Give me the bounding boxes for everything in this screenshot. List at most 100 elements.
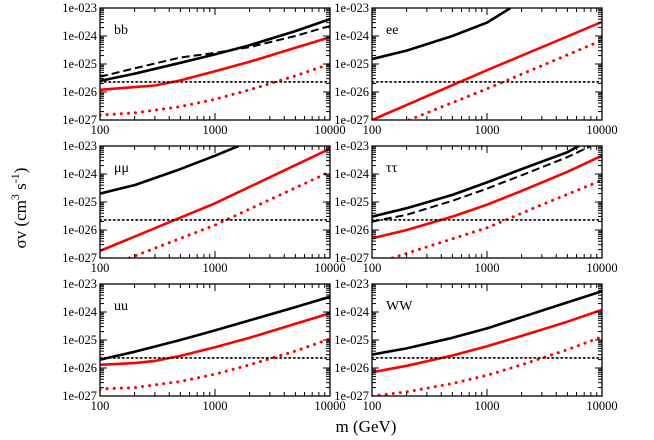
series-line-red-dotted — [127, 170, 330, 258]
y-tick-label: 1e-026 — [62, 223, 97, 237]
svg-text:σv (cm3 s-1): σv (cm3 s-1) — [8, 168, 30, 249]
panel-label: μμ — [114, 161, 129, 176]
x-tick-label: 1000 — [475, 123, 500, 137]
panel-label: ττ — [386, 161, 398, 176]
x-tick-label: 100 — [91, 399, 110, 413]
series-line-black-solid — [100, 17, 330, 83]
y-tick-label: 1e-025 — [62, 57, 97, 71]
panel-3: 100 1000 10000 1e-027 1e-026 1e-025 1e-024 1e-0… — [334, 139, 617, 275]
x-tick-label: 10000 — [586, 399, 617, 413]
panels-group: 100 1000 100001e-0271e-0261e-0251e-0241e-0… — [62, 1, 617, 413]
series-line-black-solid — [100, 295, 330, 361]
y-tick-label: 1e-024 — [62, 167, 97, 181]
x-tick-label: 100 — [363, 399, 382, 413]
plot-frame — [371, 145, 603, 259]
y-tick-label: 1e-023 — [334, 277, 369, 291]
series-line-black-solid — [372, 8, 512, 61]
y-tick-label: 1e-025 — [334, 195, 369, 209]
panel-5: 100 1000 10000 1e-027 1e-026 1e-025 1e-024 1e-0… — [334, 277, 617, 413]
panel-label: WW — [386, 299, 413, 314]
y-axis-title-exp2: -1 — [8, 173, 22, 183]
plot-frame — [99, 283, 331, 397]
series-line-red-solid — [100, 312, 330, 367]
y-tick-label: 1e-025 — [334, 333, 369, 347]
ticks — [99, 146, 330, 259]
y-tick-label: 1e-023 — [62, 1, 97, 15]
panel-label: ee — [386, 23, 398, 38]
y-tick-label: 1e-023 — [62, 139, 97, 153]
x-tick-label: 1000 — [475, 399, 500, 413]
series-line-red-dotted — [407, 38, 602, 120]
y-axis-title-end: ) — [11, 168, 30, 174]
y-axis-title-mid: s — [11, 183, 30, 194]
series-group — [100, 295, 330, 391]
series-line-black-dashed — [372, 146, 592, 223]
series-group — [372, 8, 602, 120]
ticks — [371, 146, 602, 259]
y-tick-label: 1e-027 — [334, 113, 369, 127]
x-tick-label: 10000 — [586, 123, 617, 137]
panel-label: uu — [114, 299, 128, 314]
series-line-black-solid — [372, 146, 580, 218]
y-tick-label: 1e-026 — [62, 361, 97, 375]
series-line-red-solid — [100, 147, 330, 253]
ticks — [371, 8, 602, 121]
y-tick-label: 1e-024 — [334, 167, 369, 181]
series-line-red-solid — [372, 308, 602, 374]
ticks — [99, 284, 330, 397]
y-tick-label: 1e-027 — [62, 389, 97, 403]
series-line-red-dotted — [372, 335, 602, 396]
series-line-red-solid — [372, 20, 602, 120]
x-tick-label: 10000 — [314, 123, 345, 137]
series-line-black-solid — [372, 290, 602, 356]
y-tick-label: 1e-027 — [62, 113, 97, 127]
panel-0: 100 1000 10000 1e-027 1e-026 1e-025 1e-024 1e-0… — [62, 1, 345, 137]
y-tick-label: 1e-027 — [62, 251, 97, 265]
y-tick-label: 1e-026 — [334, 223, 369, 237]
series-line-red-solid — [100, 36, 330, 92]
series-line-black-dashed — [100, 24, 330, 78]
plot-frame — [371, 7, 603, 121]
y-axis-title-main: σv (cm — [11, 200, 30, 248]
y-tick-label: 1e-026 — [334, 361, 369, 375]
panel-label: bb — [114, 23, 128, 38]
series-group — [100, 17, 330, 117]
y-tick-label: 1e-026 — [334, 85, 369, 99]
x-tick-label: 1000 — [203, 261, 228, 275]
x-tick-label: 10000 — [314, 261, 345, 275]
y-tick-label: 1e-027 — [334, 389, 369, 403]
x-tick-label: 100 — [91, 123, 110, 137]
x-tick-label: 10000 — [314, 399, 345, 413]
x-tick-label: 100 — [363, 261, 382, 275]
y-tick-label: 1e-027 — [334, 251, 369, 265]
ticks — [371, 284, 602, 397]
panel-2: 100 1000 10000 1e-027 1e-026 1e-025 1e-024 1e-0… — [62, 139, 345, 275]
y-tick-label: 1e-023 — [334, 139, 369, 153]
series-group — [100, 146, 330, 258]
y-tick-label: 1e-024 — [334, 29, 369, 43]
series-line-black-solid — [100, 146, 239, 195]
y-tick-label: 1e-024 — [62, 29, 97, 43]
x-tick-label: 10000 — [586, 261, 617, 275]
y-tick-label: 1e-025 — [62, 333, 97, 347]
series-line-red-dotted — [390, 178, 602, 258]
y-tick-label: 1e-023 — [334, 1, 369, 15]
x-axis-title: m (GeV) — [336, 417, 397, 436]
x-tick-label: 1000 — [475, 261, 500, 275]
x-tick-label: 1000 — [203, 123, 228, 137]
plot-frame — [99, 7, 331, 121]
y-tick-label: 1e-023 — [62, 277, 97, 291]
y-axis-title: σv (cm3 s-1) — [8, 168, 30, 249]
x-tick-label: 1000 — [203, 399, 228, 413]
series-group — [372, 290, 602, 396]
x-tick-label: 100 — [91, 261, 110, 275]
x-tick-label: 100 — [363, 123, 382, 137]
y-tick-label: 1e-024 — [62, 305, 97, 319]
y-tick-label: 1e-025 — [62, 195, 97, 209]
series-group — [372, 146, 602, 258]
panel-1: 100 1000 10000 1e-027 1e-026 1e-025 1e-024 1e-0… — [334, 1, 617, 137]
panel-4: 100 1000 10000 1e-027 1e-026 1e-025 1e-024 1e-0… — [62, 277, 345, 413]
series-line-red-dotted — [100, 337, 330, 391]
y-axis-title-exp1: 3 — [8, 194, 22, 200]
